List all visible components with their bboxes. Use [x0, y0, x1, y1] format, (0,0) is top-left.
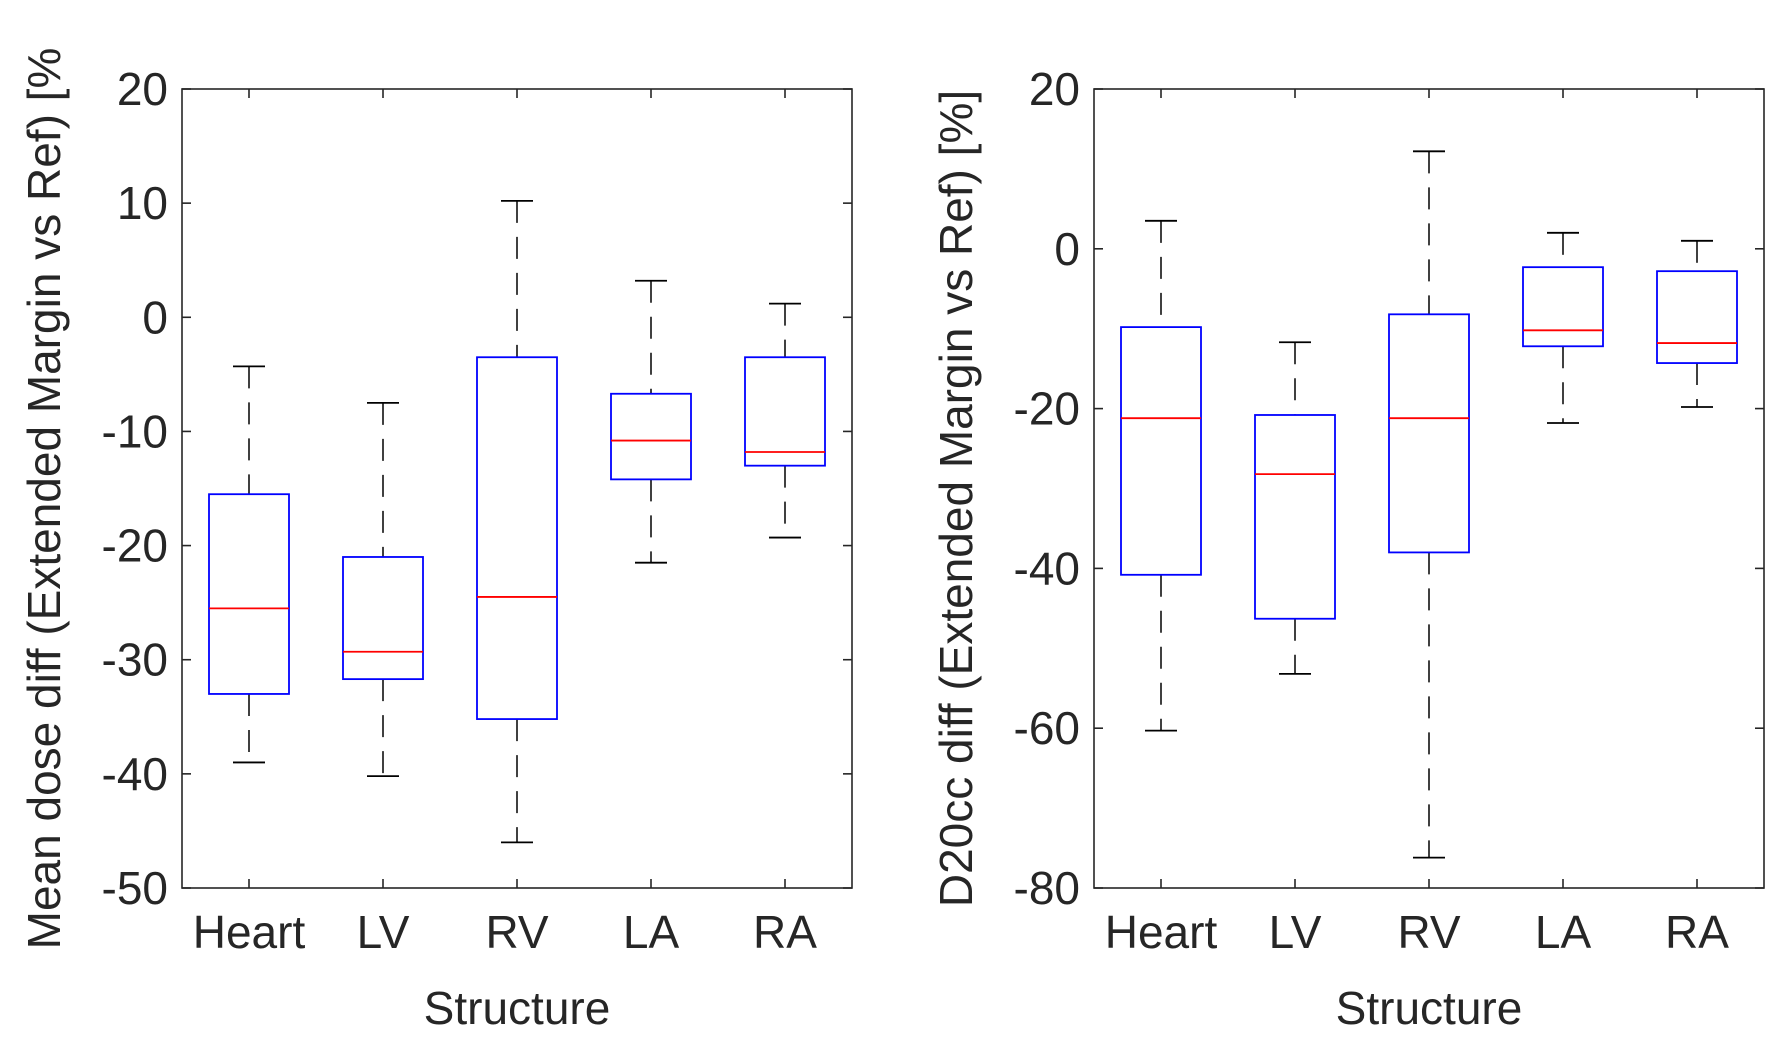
x-tick-label-la: LA — [1535, 906, 1592, 958]
y-tick-label: -80 — [1014, 862, 1080, 914]
y-tick-label: -20 — [102, 520, 168, 572]
y-tick-label: -40 — [1014, 542, 1080, 594]
y-tick-label: 10 — [117, 177, 168, 229]
iqr-box-rv — [476, 356, 558, 720]
y-tick-label: -30 — [102, 634, 168, 686]
iqr-box-ra — [744, 356, 826, 467]
y-tick-label: 0 — [1054, 223, 1080, 275]
box-rv — [1388, 150, 1470, 859]
x-axis-label: Structure — [1336, 982, 1523, 1034]
y-tick-label: 20 — [1029, 63, 1080, 115]
iqr-box-ra — [1656, 270, 1738, 364]
x-tick-label-lv: LV — [1269, 906, 1322, 958]
box-la — [610, 279, 692, 564]
x-axis-label: Structure — [424, 982, 611, 1034]
x-tick-label-heart: Heart — [193, 906, 306, 958]
iqr-box-la — [1522, 266, 1604, 348]
x-tick-label-lv: LV — [357, 906, 410, 958]
y-tick-label: -60 — [1014, 702, 1080, 754]
box-heart — [208, 365, 290, 764]
y-tick-label: -50 — [102, 862, 168, 914]
box-ra — [744, 302, 826, 539]
iqr-box-rv — [1388, 313, 1470, 554]
box-rv — [476, 199, 558, 844]
box-lv — [1254, 341, 1336, 675]
y-tick-label: 20 — [117, 63, 168, 115]
iqr-box-la — [610, 392, 692, 481]
box-ra — [1656, 239, 1738, 408]
y-axis-label: D20cc diff (Extended Margin vs Ref) [%] — [930, 90, 982, 907]
x-tick-label-la: LA — [623, 906, 680, 958]
y-axis-label: Mean dose diff (Extended Margin vs Ref) … — [18, 48, 70, 950]
x-tick-label-rv: RV — [485, 906, 548, 958]
iqr-box-heart — [1120, 326, 1202, 576]
iqr-box-lv — [342, 556, 424, 681]
box-la — [1522, 231, 1604, 424]
y-tick-label: -40 — [102, 748, 168, 800]
iqr-box-heart — [208, 493, 290, 695]
iqr-box-lv — [1254, 414, 1336, 620]
box-lv — [342, 401, 424, 778]
y-tick-label: -20 — [1014, 383, 1080, 435]
box-heart — [1120, 219, 1202, 732]
x-tick-label-ra: RA — [1665, 906, 1729, 958]
y-tick-label: 0 — [142, 291, 168, 343]
mean-dose-diff-boxplot-panel: -50 -40 -30 -20 -10 0 10 20 Heart LV RV LA RA Structu… — [18, 48, 853, 1034]
x-tick-label-ra: RA — [753, 906, 817, 958]
y-tick-label: -10 — [102, 405, 168, 457]
d20cc-diff-boxplot-panel: -80 -60 -40 -20 0 20 Heart LV RV LA RA Structure D20… — [930, 63, 1765, 1034]
x-tick-label-heart: Heart — [1105, 906, 1218, 958]
x-tick-label-rv: RV — [1397, 906, 1460, 958]
